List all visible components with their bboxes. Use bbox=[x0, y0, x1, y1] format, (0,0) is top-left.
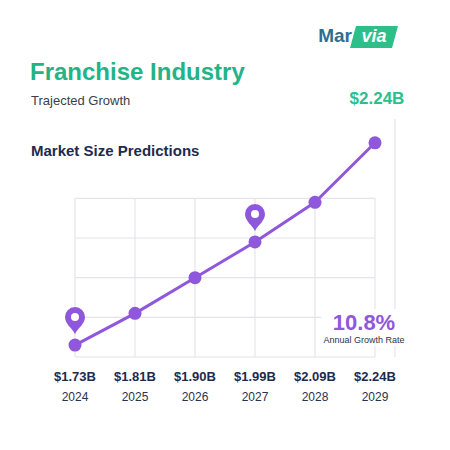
pin-hole bbox=[251, 210, 259, 218]
section-title: Market Size Predictions bbox=[31, 142, 199, 159]
subtitle: Trajected Growth bbox=[31, 93, 130, 108]
annotation: 10.8% bbox=[333, 310, 395, 335]
grid-line-vertical bbox=[134, 198, 135, 357]
grid-line bbox=[75, 277, 375, 278]
grid-line-vertical bbox=[314, 198, 315, 357]
data-point bbox=[309, 196, 322, 209]
x-tick-label: 2024 bbox=[62, 390, 89, 404]
x-tick-label: 2025 bbox=[122, 390, 149, 404]
logo-text: Mar bbox=[318, 25, 352, 46]
x-tick-label: 2027 bbox=[242, 390, 269, 404]
title: Franchise Industry bbox=[30, 58, 245, 85]
annotation: Annual Growth Rate bbox=[323, 335, 404, 345]
data-label: $2.09B bbox=[294, 369, 336, 384]
pin-shape bbox=[65, 307, 85, 334]
data-point bbox=[249, 235, 262, 248]
logo-text: via bbox=[361, 26, 386, 46]
data-point bbox=[369, 136, 382, 149]
pin-icon bbox=[245, 204, 265, 231]
data-point bbox=[129, 307, 142, 320]
data-point bbox=[69, 339, 82, 352]
logo-box bbox=[350, 26, 398, 48]
pin-shape bbox=[245, 204, 265, 231]
pin-hole bbox=[71, 313, 79, 321]
pin-icon bbox=[65, 307, 85, 334]
data-label: $1.81B bbox=[114, 369, 156, 384]
x-tick-label: 2026 bbox=[182, 390, 209, 404]
chart-root: Marvia Franchise Industry Trajected Growth… bbox=[0, 0, 450, 450]
data-label: $2.24B bbox=[354, 369, 396, 384]
data-point bbox=[189, 271, 202, 284]
logo: Marvia bbox=[318, 25, 398, 48]
grid-line bbox=[75, 237, 375, 238]
background bbox=[0, 0, 450, 450]
x-tick-label: 2028 bbox=[302, 390, 329, 404]
data-label: $1.73B bbox=[54, 369, 96, 384]
x-tick-label: 2029 bbox=[362, 390, 389, 404]
axis-line bbox=[75, 356, 375, 357]
data-label: $1.90B bbox=[174, 369, 216, 384]
data-label: $1.99B bbox=[234, 369, 276, 384]
grid-line bbox=[75, 198, 375, 199]
label-patch bbox=[321, 309, 406, 346]
annotation: $2.24B bbox=[350, 89, 405, 108]
